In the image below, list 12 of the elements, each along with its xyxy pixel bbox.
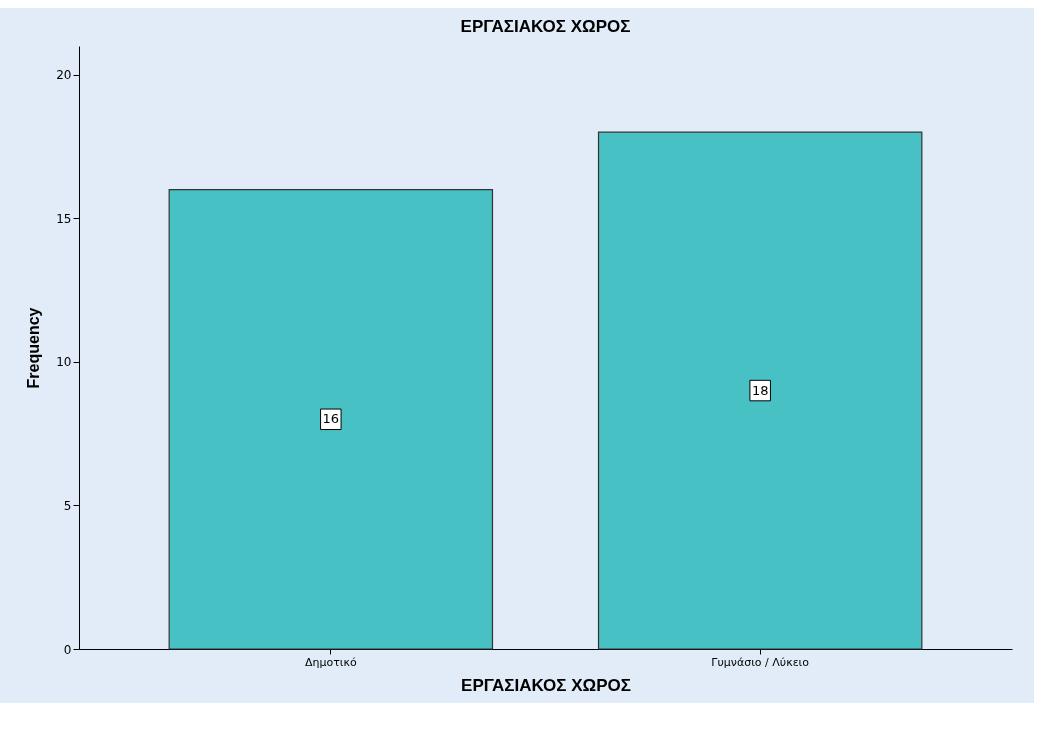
chart-title: ΕΡΓΑΣΙΑΚΟΣ ΧΩΡΟΣ (460, 17, 631, 36)
y-tick-label: 15 (56, 211, 72, 226)
y-tick-label: 20 (56, 68, 72, 83)
y-tick-label: 5 (63, 498, 72, 513)
x-tick-label: Δημοτικό (304, 655, 357, 669)
y-axis-title: Frequency (25, 307, 43, 389)
y-tick-label: 10 (56, 355, 72, 370)
x-tick-label: Γυμνάσιο / Λύκειο (711, 655, 810, 669)
data-label: 16 (322, 411, 340, 427)
x-axis-title: ΕΡΓΑΣΙΑΚΟΣ ΧΩΡΟΣ (461, 675, 631, 695)
data-label: 18 (751, 382, 769, 398)
y-tick-label: 0 (63, 642, 72, 657)
